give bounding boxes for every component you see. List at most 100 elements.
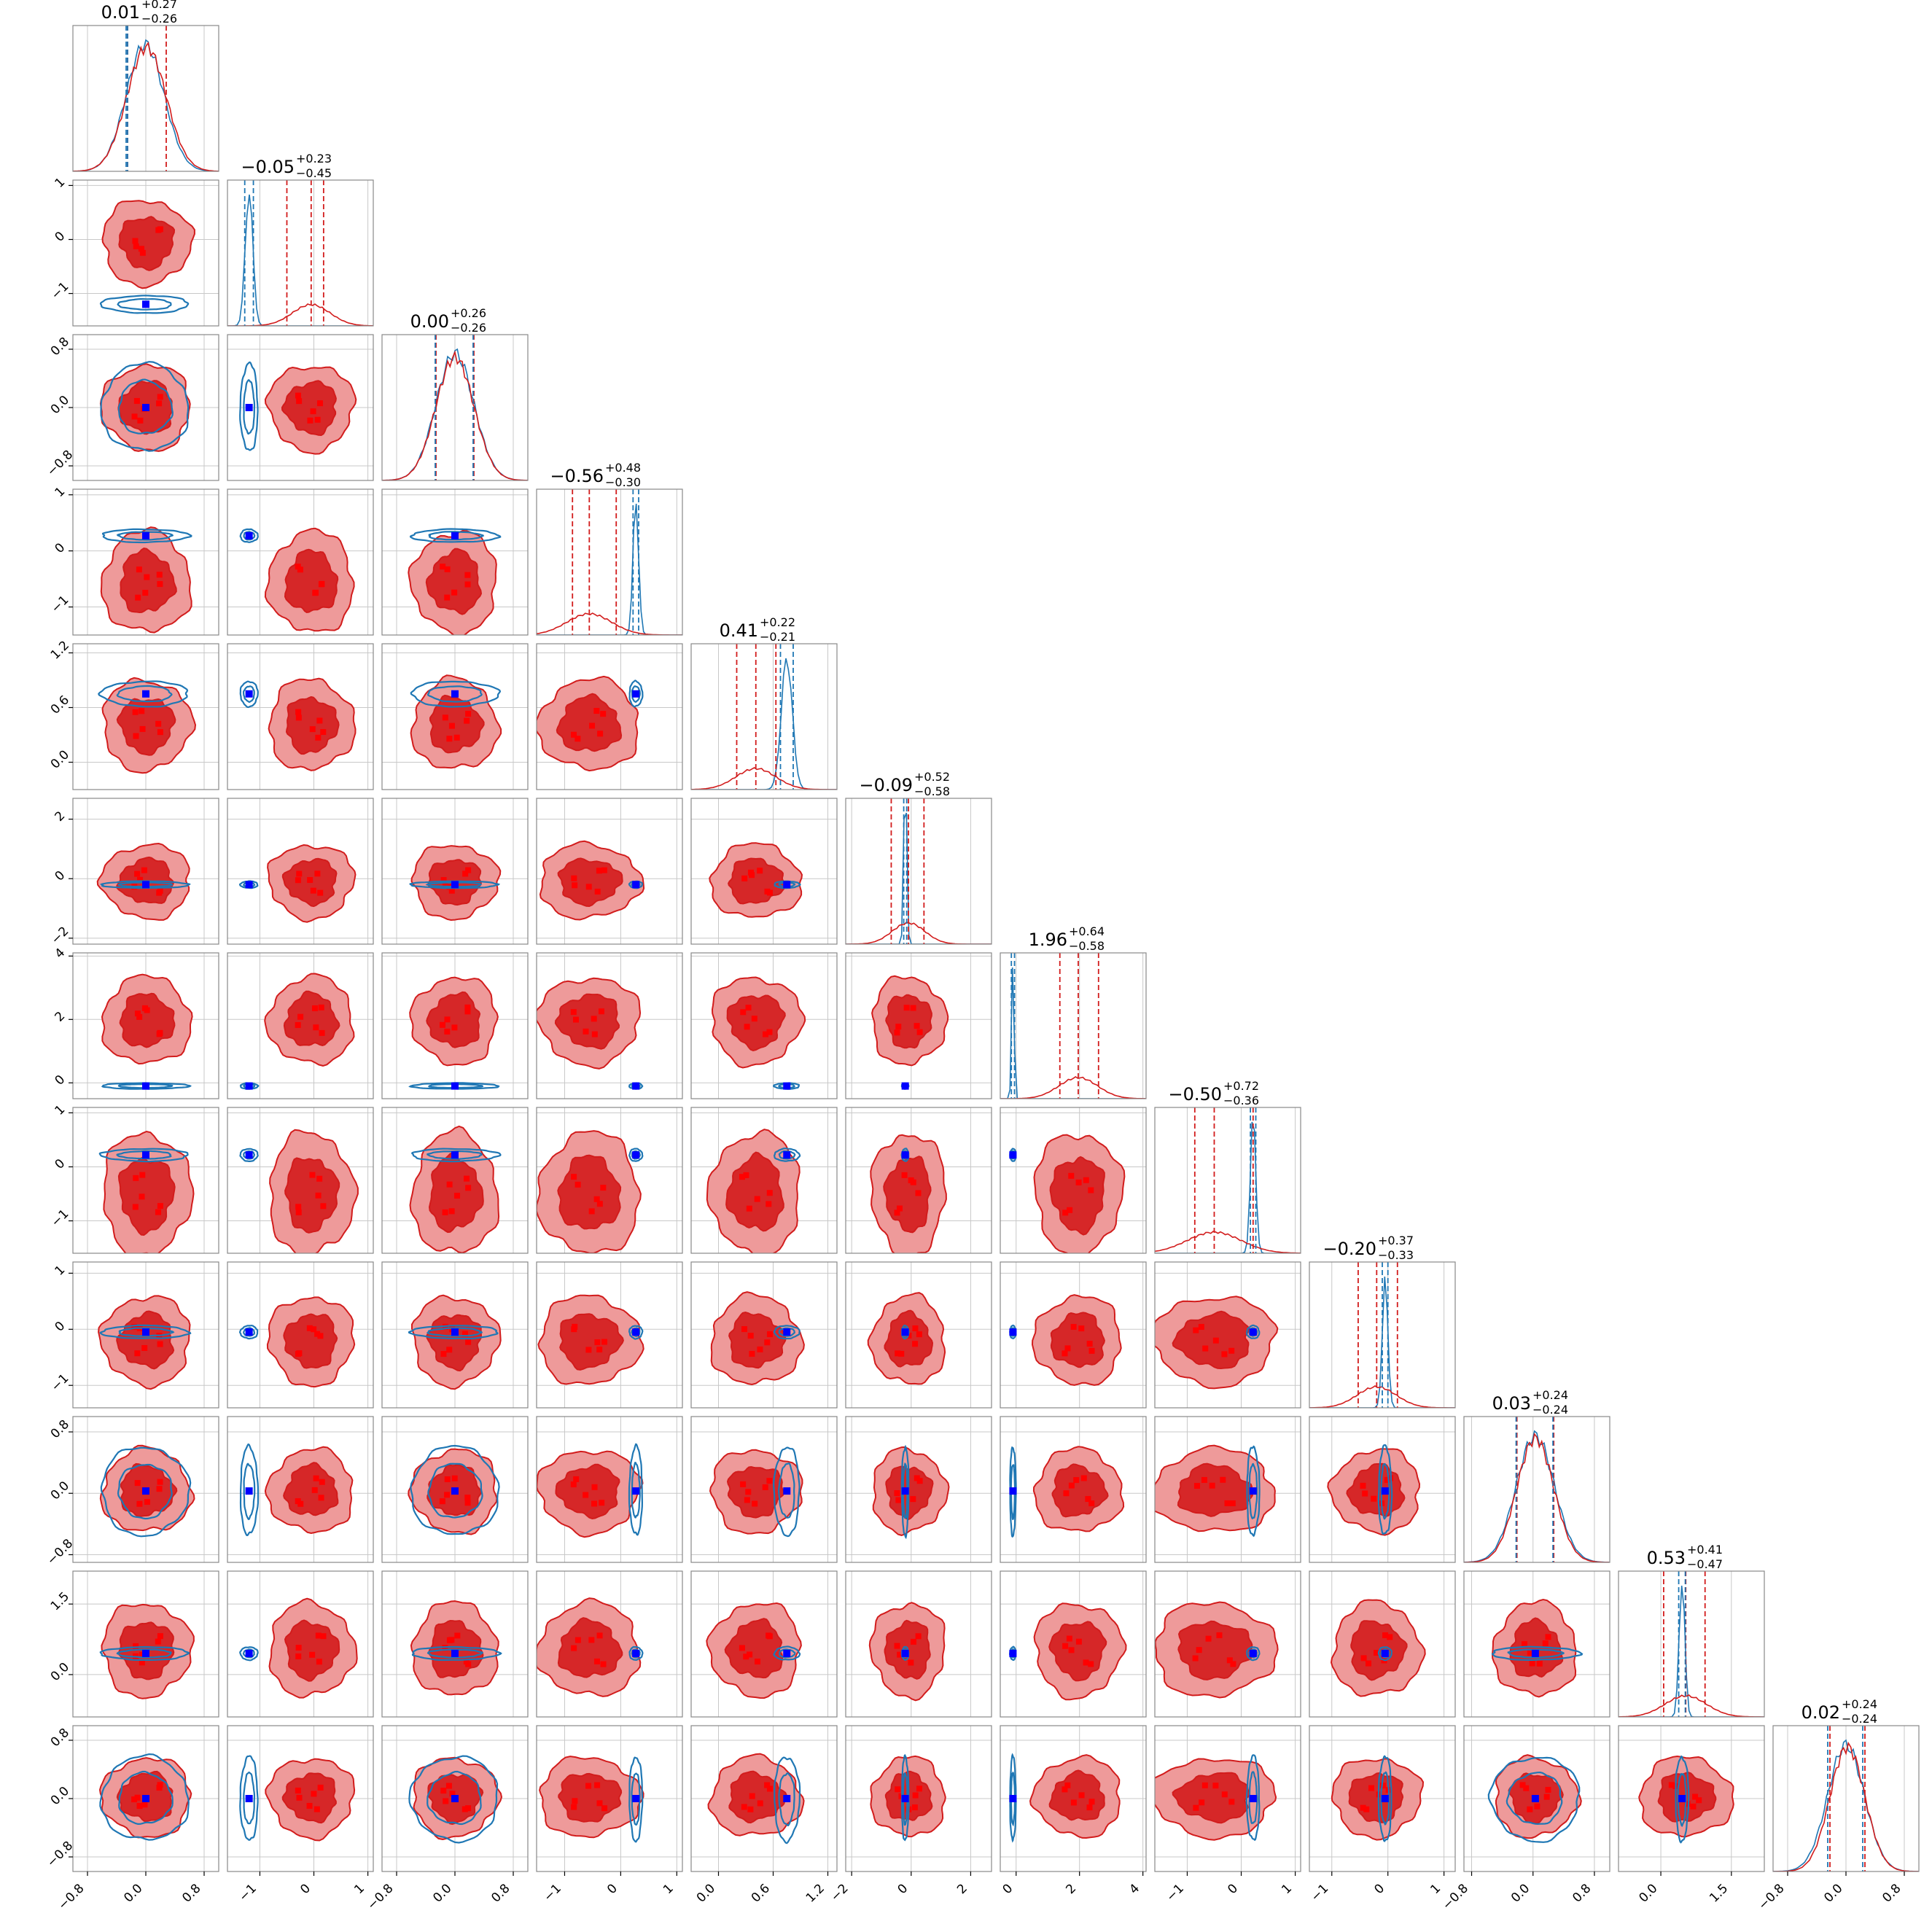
red-sample-marker	[766, 889, 773, 896]
y-tick-label: 0	[52, 1072, 69, 1088]
red-sample-marker	[157, 729, 163, 736]
x-tick-label: −1	[1308, 1881, 1331, 1904]
panel-frame	[381, 952, 529, 1099]
red-sample-marker	[1075, 1179, 1082, 1185]
red-sample-marker	[1527, 1650, 1533, 1656]
blue-contour-inner	[425, 881, 483, 888]
plot-area	[846, 1726, 992, 1871]
red-sample-marker	[908, 1659, 914, 1666]
red-sample-marker	[444, 566, 451, 572]
hist-panel-5: −0.09 +0.52−0.58	[845, 770, 992, 945]
red-sample-marker	[462, 870, 469, 877]
red-sample-marker	[464, 1004, 471, 1010]
plot-area	[691, 1417, 837, 1562]
red-sample-marker	[571, 1645, 577, 1651]
red-sample-marker	[895, 1497, 902, 1503]
panel-3-2	[381, 488, 529, 636]
red-sample-marker	[594, 1339, 601, 1346]
red-sample-marker	[1519, 1782, 1526, 1788]
blue-contour-outer	[409, 528, 502, 543]
panel-6-1	[227, 952, 374, 1099]
red-sample-marker	[743, 1172, 749, 1178]
plot-area	[1155, 1726, 1301, 1871]
red-sample-marker	[1543, 1793, 1550, 1800]
blue-contour-outer	[1491, 1645, 1584, 1662]
panel-frame	[1000, 1570, 1147, 1718]
red-sample-marker	[747, 1651, 753, 1658]
panel-title-minus: −0.47	[1687, 1557, 1723, 1571]
blue-contour-outer	[410, 1444, 500, 1535]
red-sample-marker	[751, 1016, 757, 1022]
y-tick-label: 0.8	[48, 1726, 72, 1750]
y-tick-label: 0.0	[48, 393, 72, 417]
truth-marker	[1249, 1328, 1257, 1336]
plot-area	[1000, 1107, 1146, 1253]
red-sample-marker	[139, 1172, 146, 1178]
panel-8-1	[227, 1261, 374, 1409]
red-sample-marker	[1212, 1337, 1219, 1344]
plot-area	[846, 798, 992, 944]
red-sample-marker	[1379, 1783, 1386, 1789]
red-sample-marker	[454, 1632, 461, 1639]
blue-contour-inner	[117, 881, 174, 888]
red-sample-marker	[1067, 1207, 1073, 1213]
red-sample-marker	[1668, 1782, 1675, 1788]
red-sample-marker	[766, 1190, 773, 1196]
red-sample-marker	[1088, 1187, 1094, 1193]
panel-frame	[845, 798, 992, 945]
y-tick-label: 4	[52, 946, 69, 962]
red-sample-marker	[1066, 1635, 1072, 1642]
panel-10-4	[690, 1570, 838, 1718]
red-sample-marker	[570, 1481, 577, 1488]
plot-area	[73, 953, 219, 1099]
red-sample-marker	[461, 1806, 468, 1812]
red-sample-marker	[134, 1794, 141, 1801]
red-sample-marker	[1527, 1806, 1533, 1812]
red-sample-marker	[320, 729, 327, 736]
blue-contour-inner	[427, 1462, 483, 1519]
panel-frame	[72, 1570, 219, 1718]
panel-frame	[381, 1570, 529, 1718]
blue-contour-outer	[1377, 1646, 1393, 1662]
red-sample-marker	[309, 726, 316, 733]
blue-contour-outer	[774, 880, 801, 889]
panel-frame	[227, 1570, 374, 1718]
blue-contour-inner	[778, 881, 796, 888]
panel-title-minus: −0.24	[1842, 1712, 1877, 1726]
x-tick-label: 1	[1427, 1881, 1444, 1897]
panel-title-plus: +0.24	[1842, 1697, 1877, 1711]
blue-contour-inner	[1506, 1771, 1563, 1826]
blue-contour-outer	[1377, 1755, 1392, 1842]
panel-frame	[72, 952, 219, 1099]
red-sample-marker	[1196, 1647, 1202, 1654]
panel-title-value: −0.50	[1168, 1084, 1222, 1105]
red-histogram	[537, 612, 682, 635]
red-sample-marker	[1387, 1634, 1393, 1640]
panel-title-value: −0.20	[1323, 1239, 1376, 1259]
truth-marker	[451, 1082, 459, 1090]
blue-contour-outer	[99, 1645, 190, 1661]
red-sample-marker	[440, 1788, 447, 1794]
panel-11-6: 0 2 4	[1000, 1725, 1147, 1897]
blue-contour-outer	[774, 1756, 801, 1845]
red-sample-marker	[295, 714, 302, 721]
red-sample-marker	[766, 1478, 773, 1484]
red-sample-marker	[1070, 1799, 1077, 1806]
red-sample-marker	[296, 870, 303, 877]
plot-area	[227, 644, 373, 790]
plot-area	[1464, 1571, 1610, 1717]
hist-panel-10: 0.53 +0.41−0.47	[1618, 1543, 1765, 1718]
panel-10-9	[1463, 1570, 1610, 1718]
blue-contour-inner	[631, 685, 641, 703]
panel-frame	[536, 952, 683, 1099]
truth-marker	[783, 1649, 791, 1657]
panel-frame	[536, 1261, 683, 1409]
panel-frame	[1154, 1416, 1301, 1563]
x-tick-label: 2	[1063, 1881, 1079, 1897]
panel-10-5	[845, 1570, 992, 1718]
panel-frame	[690, 643, 838, 790]
red-contour-inner	[1172, 1310, 1250, 1370]
x-tick-label: 0	[1225, 1881, 1241, 1897]
red-sample-marker	[1201, 1782, 1208, 1788]
red-sample-marker	[574, 736, 581, 742]
